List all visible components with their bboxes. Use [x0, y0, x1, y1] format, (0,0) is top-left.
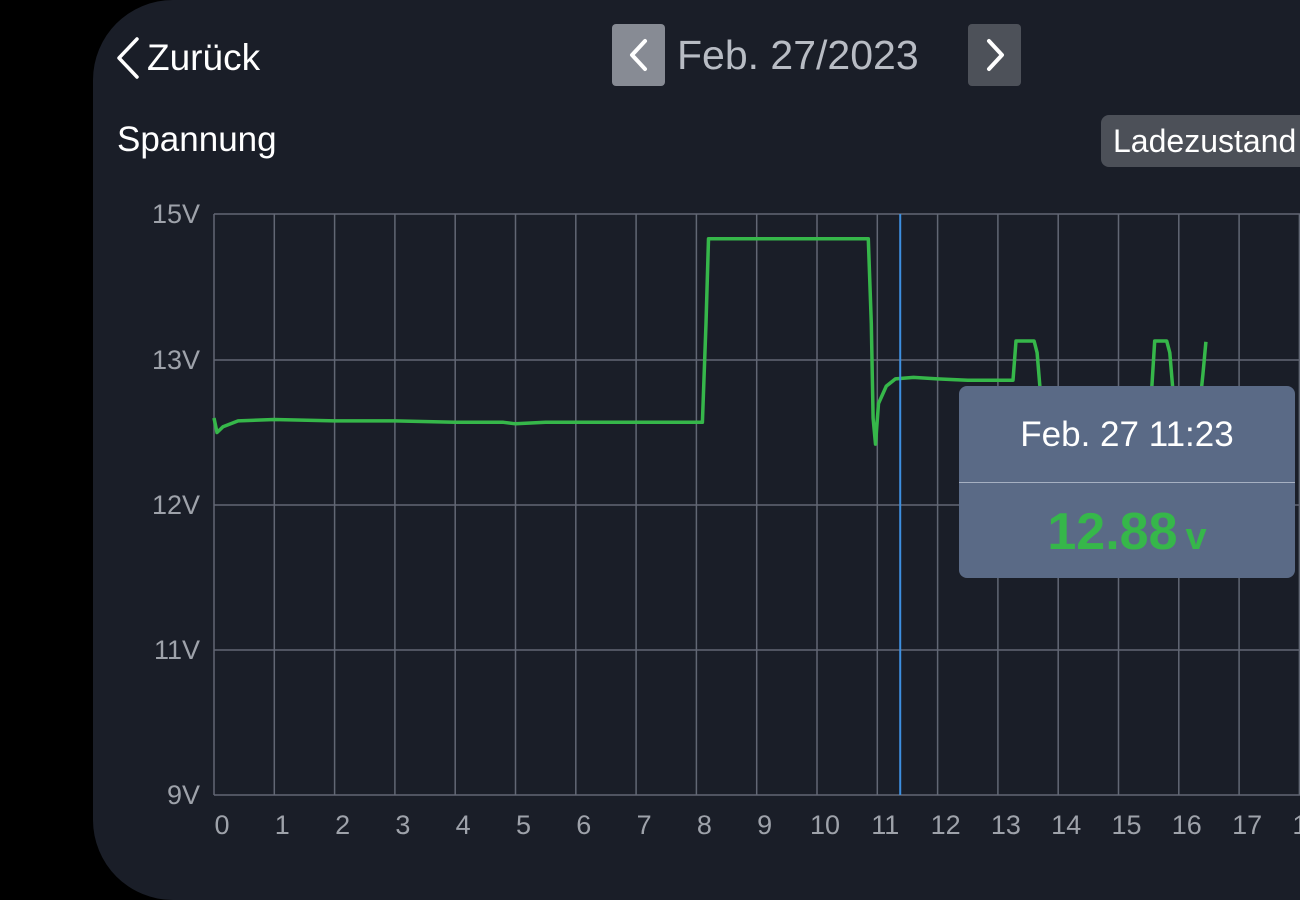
back-label: Zurück	[147, 37, 261, 78]
x-tick-label: 16	[1172, 810, 1202, 840]
chevron-left-icon	[117, 37, 139, 79]
x-tick-label: 1	[275, 810, 290, 840]
y-tick-label: 9V	[167, 780, 200, 810]
y-tick-label: 15V	[152, 199, 200, 229]
x-tick-label: 9	[757, 810, 772, 840]
chart-title: Spannung	[117, 120, 277, 159]
x-tick-label: 12	[931, 810, 961, 840]
tooltip-time: Feb. 27 11:23	[1020, 415, 1234, 454]
chevron-left-icon	[629, 39, 647, 71]
voltage-series-line	[212, 237, 1208, 446]
x-tick-label: 14	[1051, 810, 1081, 840]
x-tick-label: 18	[1292, 810, 1300, 840]
x-tick-label: 0	[214, 810, 229, 840]
x-tick-label: 3	[395, 810, 410, 840]
x-tick-label: 8	[697, 810, 712, 840]
state-of-charge-tab[interactable]: Ladezustand	[1101, 115, 1300, 167]
tooltip-divider	[959, 482, 1295, 483]
back-button[interactable]: Zurück	[115, 30, 260, 86]
x-tick-label: 5	[516, 810, 531, 840]
x-tick-label: 4	[456, 810, 471, 840]
x-tick-label: 6	[576, 810, 591, 840]
x-tick-label: 17	[1232, 810, 1262, 840]
app-screen: 9V 11V 12V 13V 15V 0 1 2 3 4 5 6 7 8 9 10 11 12 13 14 15 16 1…	[93, 0, 1300, 900]
x-tick-label: 10	[810, 810, 840, 840]
chevron-right-icon	[986, 39, 1004, 71]
previous-day-button[interactable]	[612, 24, 665, 86]
y-tick-label: 11V	[154, 635, 200, 665]
y-axis-tick-labels: 9V 11V 12V 13V 15V	[152, 199, 200, 810]
next-day-button[interactable]	[968, 24, 1021, 86]
tooltip-value: 12.88 v	[959, 486, 1295, 574]
y-tick-label: 12V	[152, 490, 200, 520]
tooltip-value-number: 12.88	[1047, 503, 1178, 561]
x-axis-tick-labels: 0123456789101112131415161718	[214, 810, 1300, 840]
x-tick-label: 11	[871, 810, 899, 840]
x-tick-label: 15	[1111, 810, 1141, 840]
tooltip-value-unit: v	[1185, 516, 1207, 558]
x-tick-label: 2	[335, 810, 350, 840]
chart-grid	[213, 213, 1300, 796]
date-label: Feb. 27/2023	[677, 32, 919, 78]
y-tick-label: 13V	[152, 345, 200, 375]
x-tick-label: 7	[637, 810, 652, 840]
data-tooltip: Feb. 27 11:23 12.88 v	[959, 386, 1295, 578]
x-tick-label: 13	[991, 810, 1021, 840]
